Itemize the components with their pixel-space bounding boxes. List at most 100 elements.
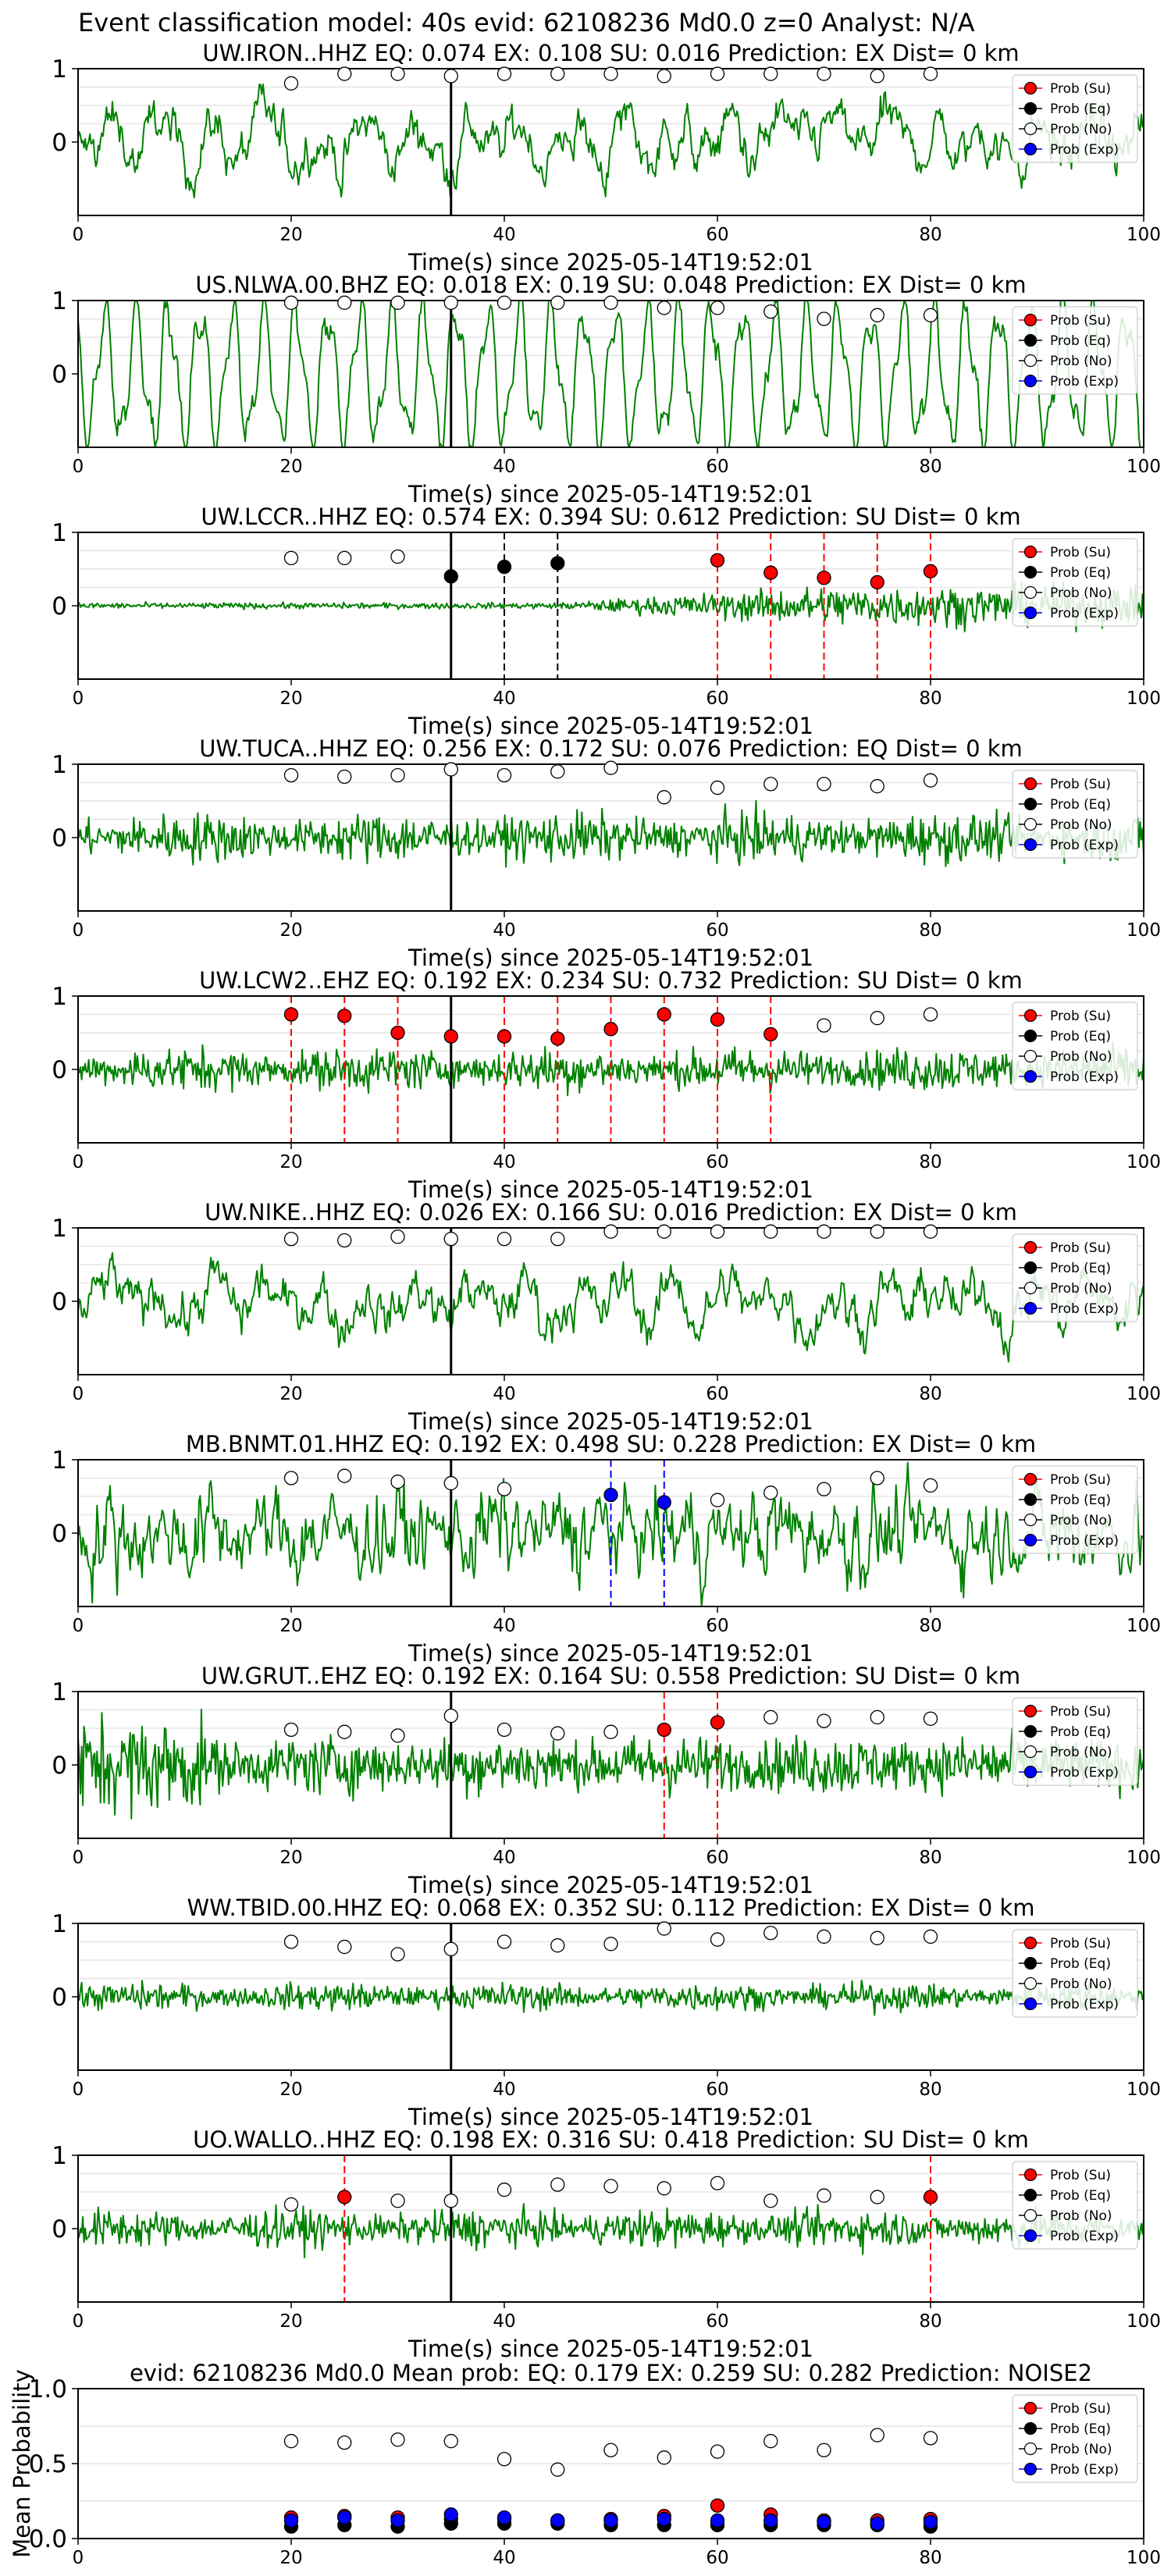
marker-no [550, 1938, 565, 1953]
marker-no [657, 2450, 671, 2465]
x-tick-label: 0 [73, 2311, 84, 2332]
x-tick-label: 40 [493, 2080, 515, 2100]
y-tick-label: 0 [52, 592, 67, 621]
waveform-trace [77, 1980, 1144, 2016]
marker-no [657, 2181, 671, 2196]
legend-marker-no [1023, 1745, 1038, 1759]
x-tick-label: 80 [919, 688, 941, 709]
y-tick-label: 0 [52, 129, 67, 157]
legend-label: Prob (Exp) [1050, 2462, 1119, 2478]
legend-label: Prob (No) [1050, 354, 1112, 369]
legend-label: Prob (No) [1050, 1281, 1112, 1297]
x-axis-label: Time(s) since 2025-05-14T19:52:01 [408, 1176, 813, 1203]
panel-title: evid: 62108236 Md0.0 Mean prob: EQ: 0.17… [130, 2360, 1092, 2386]
marker-su [443, 1029, 458, 1044]
x-axis-label: Time(s) since 2025-05-14T19:52:01 [408, 2336, 813, 2362]
legend-label: Prob (Eq) [1050, 2421, 1111, 2437]
marker-no [390, 2432, 405, 2447]
marker-su [603, 1022, 618, 1037]
marker-no [763, 2194, 778, 2208]
panel-title: UW.LCW2..EHZ EQ: 0.192 EX: 0.234 SU: 0.7… [199, 967, 1023, 994]
legend-marker-su [1023, 2401, 1038, 2415]
y-tick-label: 0.0 [29, 2525, 67, 2553]
x-tick-label: 60 [706, 1616, 728, 1636]
x-tick-label: 20 [279, 688, 302, 709]
marker-no [870, 308, 884, 322]
legend-label: Prob (Su) [1050, 1936, 1111, 1952]
x-tick-label: 0 [73, 1152, 84, 1172]
marker-no [923, 773, 938, 788]
y-tick-label: 0 [52, 1520, 67, 1548]
legend-box [1012, 1002, 1138, 1091]
legend-marker-exp [1023, 374, 1038, 388]
marker-exp [603, 2513, 618, 2528]
marker-no [283, 1471, 299, 1485]
waveform-panel-5: UW.LCW2..EHZ EQ: 0.192 EX: 0.234 SU: 0.7… [52, 967, 1161, 1203]
x-tick-label: 100 [1127, 1616, 1161, 1636]
marker-no [710, 2444, 725, 2459]
marker-no [550, 295, 565, 310]
legend-marker-exp [1023, 1069, 1038, 1083]
panel-title: WW.TBID.00.HHZ EQ: 0.068 EX: 0.352 SU: 0… [187, 1895, 1035, 1921]
y-tick-label: 0 [52, 824, 67, 852]
y-tick-label: 0 [52, 1056, 67, 1084]
x-tick-label: 0 [73, 2080, 84, 2100]
panel-title: UW.GRUT..EHZ EQ: 0.192 EX: 0.164 SU: 0.5… [201, 1663, 1020, 1689]
marker-su [390, 1025, 405, 1041]
waveform-panel-3: UW.LCCR..HHZ EQ: 0.574 EX: 0.394 SU: 0.6… [52, 503, 1161, 739]
legend-label: Prob (No) [1050, 1745, 1112, 1760]
x-tick-label: 60 [706, 1384, 728, 1404]
marker-no [817, 2443, 831, 2457]
marker-su [763, 1026, 778, 1042]
panel-title: UW.TUCA..HHZ EQ: 0.256 EX: 0.172 SU: 0.0… [199, 735, 1023, 762]
marker-exp [710, 2513, 725, 2528]
x-tick-label: 80 [919, 2311, 941, 2332]
marker-no [337, 2435, 352, 2450]
marker-no [710, 1493, 725, 1507]
legend-marker-exp [1023, 838, 1038, 852]
panel-title: MB.BNMT.01.HHZ EQ: 0.192 EX: 0.498 SU: 0… [186, 1431, 1036, 1457]
legend-marker-exp [1023, 1533, 1038, 1547]
legend-marker-no [1023, 1049, 1038, 1063]
x-tick-label: 0 [73, 1848, 84, 1868]
marker-no [390, 1475, 405, 1489]
marker-no [710, 301, 725, 315]
x-axis-label: Time(s) since 2025-05-14T19:52:01 [408, 481, 813, 507]
panels: UW.IRON..HHZ EQ: 0.074 EX: 0.108 SU: 0.0… [9, 40, 1161, 2568]
legend-label: Prob (Eq) [1050, 1493, 1111, 1508]
legend-box [1012, 538, 1138, 627]
marker-no [550, 2462, 565, 2477]
marker-no [390, 767, 405, 783]
marker-no [870, 1930, 884, 1945]
marker-no [710, 66, 725, 81]
marker-exp [763, 2513, 778, 2528]
marker-no [923, 1711, 938, 1726]
legend-marker-no [1023, 122, 1038, 136]
legend-label: Prob (Eq) [1050, 1029, 1111, 1044]
x-tick-label: 100 [1127, 2311, 1161, 2332]
legend-marker-no [1023, 1281, 1038, 1295]
marker-no [337, 1939, 352, 1955]
marker-no [283, 2434, 299, 2449]
marker-no [710, 2176, 725, 2190]
y-tick-label: 0 [52, 1752, 67, 1780]
marker-no [923, 1007, 938, 1022]
marker-no [763, 304, 778, 319]
marker-no [283, 550, 299, 566]
x-axis-label: Time(s) since 2025-05-14T19:52:01 [408, 945, 813, 971]
x-axis-label: Time(s) since 2025-05-14T19:52:01 [408, 713, 813, 739]
legend-marker-no [1023, 354, 1038, 368]
marker-su [657, 1007, 671, 1022]
figure-title: Event classification model: 40s evid: 62… [78, 8, 975, 37]
legend-box [1012, 1465, 1138, 1554]
x-tick-label: 60 [706, 2548, 728, 2568]
marker-exp [870, 2516, 884, 2531]
marker-no [817, 2188, 831, 2203]
marker-su [710, 1715, 725, 1730]
marker-no [497, 2183, 512, 2197]
marker-no [603, 1224, 618, 1239]
waveform-trace [77, 578, 1144, 633]
marker-no [870, 69, 884, 84]
marker-no [817, 311, 831, 326]
marker-no [817, 1929, 831, 1944]
